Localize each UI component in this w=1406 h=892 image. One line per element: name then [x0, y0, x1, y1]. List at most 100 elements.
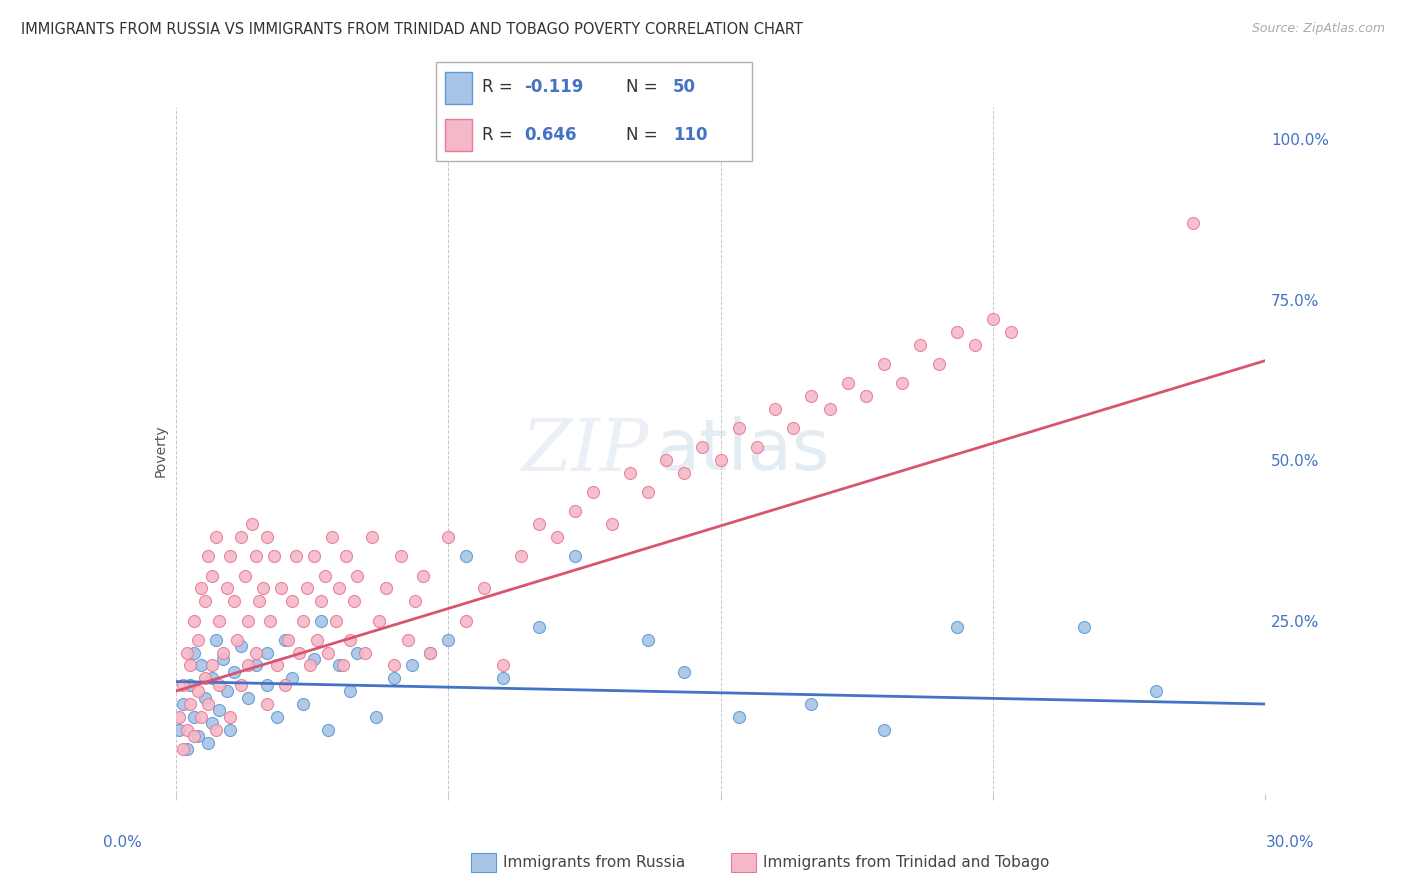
Text: -0.119: -0.119: [524, 78, 583, 96]
Point: [727, 421, 749, 435]
Point: [546, 530, 568, 544]
Point: [492, 671, 515, 685]
Point: [360, 530, 382, 544]
Point: [176, 723, 198, 737]
Point: [222, 665, 245, 679]
Text: 110: 110: [673, 126, 707, 144]
Point: [190, 582, 212, 596]
Point: [328, 658, 350, 673]
Point: [245, 549, 267, 564]
Point: [183, 710, 205, 724]
Text: 0.0%: 0.0%: [103, 836, 142, 850]
Point: [655, 453, 678, 467]
Point: [637, 632, 659, 647]
Text: 0.646: 0.646: [524, 126, 576, 144]
Point: [169, 710, 191, 724]
Point: [231, 530, 253, 544]
Point: [873, 357, 896, 371]
Point: [873, 723, 896, 737]
Point: [215, 582, 238, 596]
Text: atlas: atlas: [655, 416, 830, 485]
Point: [727, 710, 749, 724]
Point: [256, 697, 278, 711]
Point: [219, 710, 242, 724]
Point: [197, 735, 219, 749]
Point: [194, 594, 217, 608]
Point: [981, 311, 1004, 326]
Point: [266, 710, 288, 724]
Point: [343, 594, 366, 608]
Point: [335, 549, 357, 564]
Text: Immigrants from Trinidad and Tobago: Immigrants from Trinidad and Tobago: [763, 855, 1050, 870]
Point: [238, 690, 260, 705]
Point: [179, 697, 201, 711]
Point: [321, 530, 343, 544]
Point: [353, 646, 375, 660]
Point: [307, 632, 329, 647]
Point: [245, 658, 267, 673]
Point: [169, 723, 191, 737]
Point: [183, 614, 205, 628]
Point: [763, 401, 786, 416]
Point: [800, 697, 823, 711]
Point: [291, 697, 314, 711]
Point: [291, 614, 314, 628]
Point: [259, 614, 281, 628]
Point: [527, 620, 550, 634]
Point: [328, 582, 350, 596]
Point: [238, 658, 260, 673]
Point: [492, 658, 515, 673]
Point: [637, 485, 659, 500]
Point: [437, 632, 460, 647]
FancyBboxPatch shape: [436, 62, 752, 161]
Point: [190, 658, 212, 673]
Point: [855, 389, 877, 403]
Point: [231, 639, 253, 653]
Point: [325, 614, 347, 628]
Point: [318, 723, 340, 737]
Text: N =: N =: [626, 78, 662, 96]
Point: [396, 632, 419, 647]
Point: [600, 517, 623, 532]
Point: [509, 549, 531, 564]
Text: Immigrants from Russia: Immigrants from Russia: [503, 855, 686, 870]
Point: [247, 594, 270, 608]
Point: [1146, 684, 1168, 698]
Point: [172, 697, 194, 711]
Point: [891, 376, 914, 390]
Point: [281, 594, 304, 608]
Point: [186, 684, 209, 698]
Point: [928, 357, 950, 371]
Point: [201, 671, 224, 685]
Point: [314, 568, 336, 582]
Point: [172, 678, 194, 692]
Point: [256, 646, 278, 660]
Point: [1000, 325, 1022, 339]
Point: [692, 440, 714, 454]
Point: [240, 517, 263, 532]
Point: [179, 678, 201, 692]
Point: [277, 632, 299, 647]
Point: [375, 582, 398, 596]
Point: [183, 729, 205, 743]
Point: [800, 389, 823, 403]
Point: [309, 594, 332, 608]
Point: [527, 517, 550, 532]
Text: Source: ZipAtlas.com: Source: ZipAtlas.com: [1251, 22, 1385, 36]
Point: [190, 710, 212, 724]
Point: [204, 723, 226, 737]
Point: [299, 658, 322, 673]
Point: [437, 530, 460, 544]
Text: 30.0%: 30.0%: [1267, 836, 1315, 850]
Point: [266, 658, 288, 673]
Point: [673, 665, 696, 679]
Text: N =: N =: [626, 126, 662, 144]
Point: [233, 568, 256, 582]
Point: [212, 646, 235, 660]
Point: [208, 703, 231, 717]
Point: [197, 697, 219, 711]
Point: [302, 549, 325, 564]
Point: [564, 504, 586, 518]
Point: [219, 723, 242, 737]
Text: IMMIGRANTS FROM RUSSIA VS IMMIGRANTS FROM TRINIDAD AND TOBAGO POVERTY CORRELATIO: IMMIGRANTS FROM RUSSIA VS IMMIGRANTS FRO…: [21, 22, 803, 37]
